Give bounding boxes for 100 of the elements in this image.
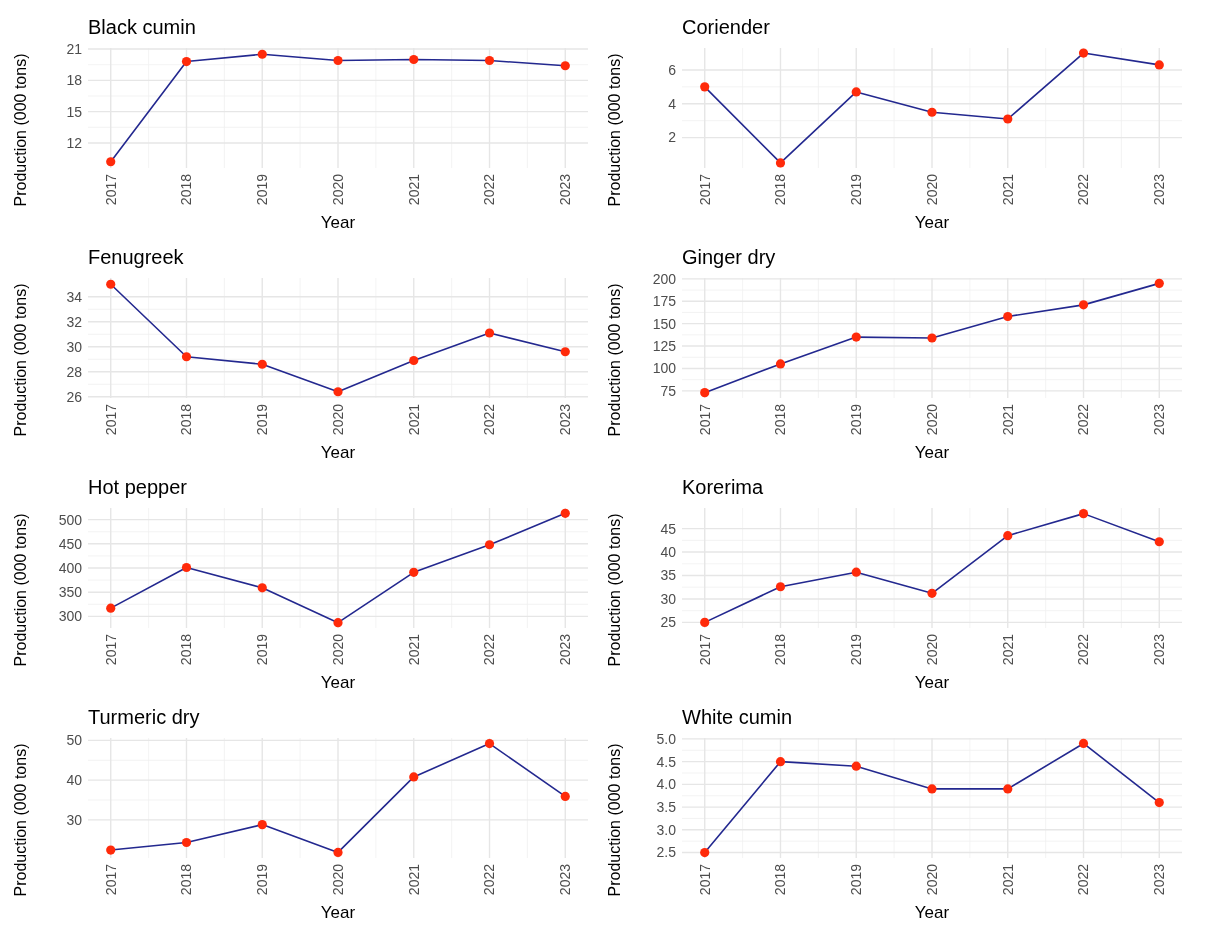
y-tick-label: 3.5 — [656, 798, 677, 815]
x-tick-label: 2023 — [1151, 633, 1168, 666]
x-tick-label: 2023 — [557, 173, 574, 206]
x-tick-label: 2017 — [102, 403, 119, 436]
y-tick-label: 400 — [58, 559, 83, 576]
y-axis-title: Production (000 tons) — [12, 513, 29, 667]
point — [1078, 300, 1089, 310]
y-tick-label: 100 — [652, 360, 677, 377]
point — [106, 845, 116, 855]
y-tick-label: 28 — [66, 363, 83, 380]
x-tick-label: 2021 — [999, 173, 1016, 206]
point — [700, 617, 710, 627]
point — [700, 82, 710, 92]
x-tick-label: 2021 — [405, 403, 422, 436]
y-tick-label: 30 — [66, 338, 83, 355]
x-tick-label: 2022 — [481, 863, 498, 896]
x-tick-label: 2023 — [557, 863, 574, 896]
x-tick-label: 2020 — [923, 403, 940, 436]
point — [927, 784, 937, 794]
x-tick-label: 2018 — [178, 863, 195, 896]
x-axis-title: Year — [320, 903, 356, 922]
y-tick-label: 350 — [58, 584, 83, 601]
x-axis-title: Year — [914, 443, 950, 462]
x-tick-label: 2020 — [923, 863, 940, 896]
point — [775, 359, 786, 369]
x-tick-label: 2023 — [1151, 173, 1168, 206]
point — [1154, 278, 1164, 288]
point — [484, 738, 495, 749]
point — [1078, 738, 1089, 749]
point — [1003, 311, 1013, 322]
y-axis-title: Production (000 tons) — [12, 743, 29, 897]
point — [1154, 797, 1164, 808]
y-tick-label: 26 — [66, 388, 83, 405]
point — [181, 837, 192, 848]
x-tick-label: 2018 — [772, 863, 789, 896]
x-tick-label: 2021 — [999, 633, 1016, 666]
x-tick-label: 2019 — [254, 863, 271, 896]
x-tick-label: 2020 — [329, 863, 346, 896]
point — [851, 761, 861, 771]
point — [409, 355, 419, 366]
point — [484, 328, 495, 338]
x-tick-label: 2019 — [848, 173, 865, 206]
point — [484, 540, 495, 550]
y-tick-label: 2.5 — [656, 844, 677, 861]
x-tick-label: 2017 — [696, 863, 713, 896]
y-tick-label: 18 — [66, 72, 83, 89]
point — [851, 87, 861, 97]
x-tick-label: 2017 — [102, 863, 119, 896]
y-tick-label: 150 — [652, 315, 677, 332]
x-axis-title: Year — [914, 673, 950, 692]
chart-title: Coriender — [682, 16, 771, 38]
x-tick-label: 2017 — [696, 403, 713, 436]
chart-title: Turmeric dry — [88, 706, 200, 728]
x-axis-title: Year — [320, 443, 356, 462]
point — [1154, 537, 1164, 547]
x-tick-label: 2023 — [557, 403, 574, 436]
chart-title: Ginger dry — [682, 246, 776, 268]
point — [333, 618, 343, 628]
x-tick-label: 2021 — [405, 173, 422, 206]
x-tick-label: 2019 — [254, 633, 271, 666]
chart-title: White cumin — [682, 706, 793, 728]
point — [257, 49, 267, 59]
x-tick-label: 2017 — [102, 633, 119, 666]
x-tick-label: 2021 — [999, 403, 1016, 436]
point — [409, 54, 419, 65]
x-tick-label: 2018 — [178, 633, 195, 666]
y-axis-title: Production (000 tons) — [606, 513, 623, 667]
x-tick-label: 2023 — [1151, 863, 1168, 896]
x-tick-label: 2017 — [696, 633, 713, 666]
x-tick-label: 2020 — [923, 633, 940, 666]
point — [927, 588, 937, 598]
y-tick-label: 4 — [668, 95, 677, 112]
point — [700, 847, 710, 858]
point — [775, 582, 786, 592]
point — [775, 158, 786, 168]
x-tick-label: 2017 — [102, 173, 119, 206]
point — [1154, 60, 1164, 70]
point — [700, 388, 710, 398]
point — [1078, 509, 1089, 519]
point — [560, 791, 570, 801]
point — [1078, 48, 1089, 58]
point — [927, 333, 937, 343]
x-tick-label: 2019 — [254, 403, 271, 436]
x-tick-label: 2021 — [405, 633, 422, 666]
x-axis-title: Year — [914, 213, 950, 232]
x-tick-label: 2021 — [999, 863, 1016, 896]
x-tick-label: 2018 — [178, 403, 195, 436]
point — [106, 603, 116, 613]
point — [560, 347, 570, 357]
point — [409, 567, 419, 577]
y-tick-label: 35 — [660, 567, 677, 584]
point — [560, 508, 570, 518]
point — [851, 332, 861, 342]
x-tick-label: 2022 — [481, 403, 498, 436]
y-tick-label: 75 — [660, 382, 677, 399]
y-tick-label: 40 — [660, 543, 677, 560]
y-tick-label: 4.0 — [656, 776, 677, 793]
point — [106, 279, 116, 289]
y-axis-title: Production (000 tons) — [606, 53, 623, 207]
x-tick-label: 2020 — [923, 173, 940, 206]
